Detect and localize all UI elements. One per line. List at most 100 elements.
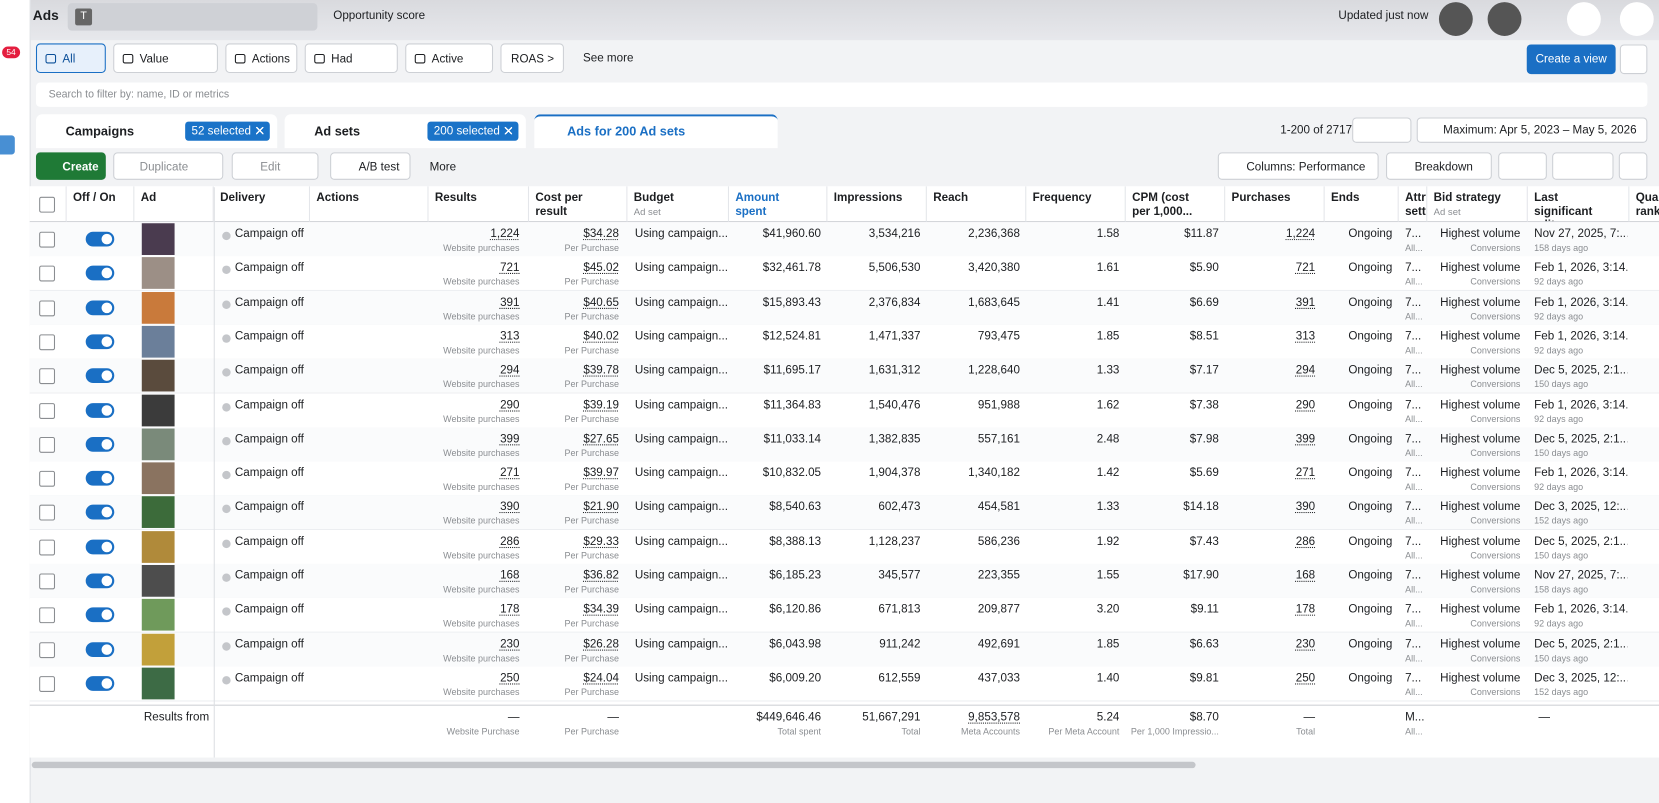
column-header[interactable]: Impressions: [827, 186, 927, 223]
header-checkbox[interactable]: [39, 196, 56, 213]
table-row[interactable]: Campaign off 178 Website purchases $34.39 Pe…: [29, 598, 1659, 634]
search-box[interactable]: Search to filter by: name, ID or metrics: [35, 82, 1648, 107]
reports-button[interactable]: [1498, 152, 1547, 180]
more-button[interactable]: More: [429, 160, 457, 174]
column-header[interactable]: Ad: [134, 186, 214, 223]
column-header[interactable]: CPM (cost per 1,000...: [1125, 186, 1226, 223]
toggle[interactable]: [85, 402, 115, 418]
toggle[interactable]: [85, 641, 115, 657]
download-button[interactable]: [1438, 2, 1473, 36]
column-header[interactable]: Purchases: [1225, 186, 1325, 223]
row-checkbox[interactable]: [39, 300, 56, 316]
toggle-knob: [101, 404, 113, 416]
table-row[interactable]: Campaign off 399 Website purchases $27.65 Pe…: [29, 427, 1659, 463]
filter-pill[interactable]: Had delivery: [304, 43, 398, 95]
selection-chip[interactable]: 200 selected: [427, 121, 519, 141]
row-checkbox[interactable]: [39, 539, 56, 556]
date-range[interactable]: Maximum: Apr 5, 2023 – May 5, 2026: [1416, 117, 1648, 143]
export-button[interactable]: [1552, 152, 1614, 180]
adsets-tab[interactable]: Ad sets 200 selected: [284, 114, 526, 149]
account-selector[interactable]: T: [67, 3, 318, 31]
table-row[interactable]: Campaign off 721 Website purchases $45.02 Pe…: [29, 256, 1659, 292]
toggle[interactable]: [85, 436, 115, 452]
row-checkbox[interactable]: [39, 368, 56, 385]
chart-button[interactable]: [1618, 152, 1648, 180]
columns-button[interactable]: Columns: Performance: [1217, 152, 1379, 180]
column-header[interactable]: Results: [428, 186, 530, 223]
column-header[interactable]: Attribution setting: [1398, 186, 1428, 223]
table-row[interactable]: Campaign off 290 Website purchases $39.19 Pe…: [29, 393, 1659, 428]
filter-pill[interactable]: ROAS > 2: [500, 43, 564, 95]
create-view-button[interactable]: Create a view: [1526, 44, 1616, 75]
toggle[interactable]: [85, 368, 115, 384]
breakdown-button[interactable]: Breakdown: [1386, 152, 1492, 180]
ads-tab[interactable]: Ads for 200 Ad sets: [534, 114, 778, 149]
nav-active[interactable]: [0, 135, 15, 155]
apps-button[interactable]: [1566, 2, 1601, 36]
filter-pill[interactable]: Active ads: [405, 43, 494, 95]
table-row[interactable]: Campaign off 313 Website purchases $40.02 Pe…: [29, 324, 1659, 360]
column-header[interactable]: Bid strategy Ad set: [1427, 186, 1528, 223]
toggle[interactable]: [85, 505, 115, 520]
ad-thumbnail: [141, 633, 175, 666]
table-row[interactable]: Campaign off 168 Website purchases $36.82 Pe…: [29, 563, 1659, 599]
column-header[interactable]: Last significant edit: [1527, 186, 1630, 223]
row-checkbox[interactable]: [39, 436, 56, 453]
table-row[interactable]: Campaign off 390 Website purchases $21.90 Pe…: [29, 495, 1659, 531]
toggle[interactable]: [85, 539, 115, 555]
row-checkbox[interactable]: [39, 607, 56, 624]
toggle[interactable]: [85, 265, 115, 281]
left-divider: [213, 187, 215, 758]
row-checkbox[interactable]: [39, 402, 56, 419]
row-checkbox[interactable]: [39, 265, 56, 282]
table-row[interactable]: Campaign off 271 Website purchases $39.97 Pe…: [29, 461, 1659, 497]
column-label: Attribution setting: [1405, 191, 1428, 218]
row-checkbox[interactable]: [39, 231, 56, 248]
column-header[interactable]: Amount spent: [728, 186, 828, 223]
row-checkbox[interactable]: [39, 470, 56, 487]
column-header[interactable]: Off / On: [66, 186, 135, 223]
row-checkbox[interactable]: [39, 675, 56, 692]
scrollbar[interactable]: [31, 761, 1196, 769]
opportunity-score[interactable]: Opportunity score: [333, 9, 426, 23]
table-row[interactable]: Campaign off 294 Website purchases $39.78 Pe…: [29, 358, 1659, 394]
toggle[interactable]: [85, 675, 115, 691]
share-button[interactable]: [1487, 2, 1522, 36]
column-header[interactable]: Actions: [310, 186, 429, 223]
campaigns-tab[interactable]: Campaigns 52 selected: [35, 114, 278, 149]
create-button[interactable]: Create: [35, 152, 106, 180]
row-checkbox[interactable]: [39, 334, 56, 351]
table-row[interactable]: Campaign off 250 Website purchases $24.04 Pe…: [29, 666, 1659, 702]
messenger-button[interactable]: [1619, 2, 1654, 36]
filter-pill[interactable]: Actions: [225, 43, 298, 74]
filter-pill[interactable]: Value reporting: [113, 43, 218, 95]
row-checkbox[interactable]: [39, 573, 56, 590]
toggle[interactable]: [85, 607, 115, 623]
page-nav[interactable]: [1352, 117, 1412, 143]
column-header[interactable]: Cost per result: [529, 186, 628, 223]
column-header[interactable]: Quality ranking: [1629, 186, 1659, 223]
see-more[interactable]: See more: [582, 51, 634, 65]
toggle[interactable]: [85, 334, 115, 350]
table-row[interactable]: Campaign off 230 Website purchases $26.28 Pe…: [29, 632, 1659, 668]
toggle[interactable]: [85, 300, 115, 315]
column-header[interactable]: Delivery: [213, 186, 311, 223]
table-row[interactable]: Campaign off 1,224 Website purchases $34.28…: [29, 222, 1659, 258]
column-header[interactable]: Budget Ad set: [627, 186, 729, 223]
column-header[interactable]: Ends: [1324, 186, 1399, 223]
filter-pill[interactable]: All ads: [35, 43, 106, 95]
row-checkbox[interactable]: [39, 505, 56, 521]
toggle[interactable]: [85, 231, 115, 247]
selection-chip[interactable]: 52 selected: [185, 121, 271, 141]
table-row[interactable]: Campaign off 286 Website purchases $29.33 Pe…: [29, 529, 1659, 565]
row-checkbox[interactable]: [39, 641, 56, 658]
ab-test-button[interactable]: A/B test: [330, 152, 411, 180]
column-header[interactable]: Reach: [926, 186, 1027, 223]
table-row[interactable]: Campaign off 391 Website purchases $40.65 Pe…: [29, 290, 1659, 326]
settings-button[interactable]: [1619, 44, 1648, 75]
toggle[interactable]: [85, 470, 115, 486]
column-header[interactable]: Frequency: [1026, 186, 1126, 223]
duplicate-button[interactable]: Duplicate: [113, 152, 224, 180]
toggle[interactable]: [85, 573, 115, 589]
edit-button[interactable]: Edit: [231, 152, 319, 180]
